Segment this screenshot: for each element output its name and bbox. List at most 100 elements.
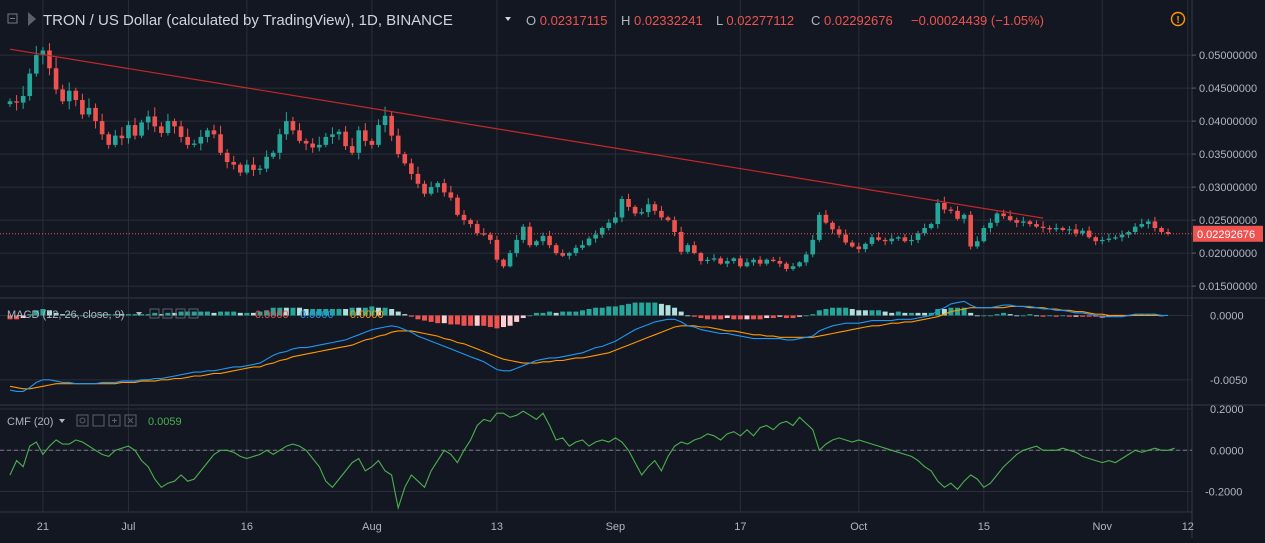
macd-histogram-bar	[106, 314, 112, 316]
macd-histogram-bar	[1060, 315, 1066, 317]
candle-body	[803, 254, 809, 263]
macd-histogram-bar	[922, 312, 928, 316]
macd-histogram-bar	[428, 315, 434, 322]
macd-histogram-bar	[652, 302, 658, 316]
candle-body	[1165, 231, 1171, 234]
macd-histogram-bar	[961, 307, 967, 316]
candle-body	[751, 259, 756, 263]
candle-body	[461, 214, 467, 221]
time-axis-label: 17	[734, 521, 746, 533]
macd-histogram-bar	[73, 315, 79, 317]
candle-body	[66, 90, 72, 102]
candle-body	[47, 50, 52, 69]
candle-body	[402, 154, 408, 164]
chevron-down-icon[interactable]	[505, 17, 511, 21]
candle-body	[863, 243, 868, 250]
macd-pane	[7, 300, 1169, 392]
macd-histogram-bar	[612, 306, 618, 316]
candle-body	[159, 126, 164, 133]
candle-body	[659, 210, 664, 218]
cmf-eye-icon[interactable]	[76, 414, 89, 427]
price-axis-label: 0.04000000	[1199, 116, 1257, 128]
macd-histogram-bar	[1139, 314, 1145, 316]
candle-body	[198, 136, 204, 144]
macd-axis-label: 0.0000	[1210, 310, 1244, 322]
macd-histogram-bar	[632, 302, 638, 316]
macd-histogram-bar	[718, 315, 724, 320]
collapse-icon[interactable]	[7, 13, 18, 24]
cmf-chevron-down-icon[interactable]	[59, 419, 65, 423]
cmf-eye-pupil	[79, 417, 86, 424]
time-axis-label: Sep	[606, 521, 626, 533]
candle-body	[474, 224, 480, 234]
symbol-title[interactable]: TRON / US Dollar (calculated by TradingV…	[43, 12, 453, 29]
macd-legend: MACD (12, 26, close, 9) 0.0000 0.0000 0.…	[7, 308, 384, 321]
candle-body	[994, 213, 1000, 223]
candle-body	[922, 228, 927, 234]
macd-histogram-bar	[454, 315, 460, 325]
macd-histogram-bar	[764, 315, 770, 319]
candle-body	[93, 107, 98, 122]
candle-body	[99, 121, 105, 135]
candle-body	[909, 239, 914, 242]
candle-body	[270, 152, 276, 157]
alert-icon-mark: !	[1176, 15, 1179, 26]
macd-histogram-bar	[1093, 315, 1099, 317]
macd-settings-icon[interactable]	[162, 308, 173, 319]
macd-eye-icon[interactable]	[149, 308, 160, 319]
macd-histogram-bar	[744, 315, 750, 320]
macd-histogram-bar	[830, 307, 835, 316]
macd-histogram-bar	[639, 302, 645, 316]
ohlc-values: O 0.02317115 H 0.02332241 L 0.02277112 C 0.…	[526, 13, 893, 28]
time-axis-label: Oct	[850, 521, 867, 533]
macd-line-value: 0.0000	[300, 309, 334, 321]
candle-body	[1139, 224, 1145, 227]
macd-histogram-bar	[46, 310, 52, 316]
candle-body	[53, 68, 59, 90]
macd-histogram-bar	[672, 307, 678, 316]
candle-body	[632, 206, 638, 214]
macd-histogram-bar	[178, 311, 184, 316]
macd-histogram-bar	[770, 315, 776, 319]
macd-histogram-bar	[1152, 314, 1158, 316]
macd-close-icon[interactable]	[188, 308, 199, 319]
candle-body	[303, 140, 309, 144]
macd-histogram-bar	[994, 314, 1000, 316]
cmf-add-icon[interactable]	[108, 414, 121, 427]
macd-histogram-bar	[1020, 315, 1026, 317]
alert-icon[interactable]	[1170, 11, 1186, 27]
macd-histogram-bar	[586, 309, 592, 316]
candle-body	[1113, 237, 1118, 239]
candle-body	[724, 261, 730, 264]
macd-chevron-down-icon[interactable]	[136, 312, 142, 316]
macd-histogram-bar	[316, 309, 322, 316]
price-axis-label: 0.03000000	[1199, 182, 1257, 194]
macd-label[interactable]: MACD (12, 26, close, 9)	[7, 309, 124, 321]
candle-body	[1119, 234, 1125, 238]
macd-histogram-bar	[395, 311, 401, 316]
candle-body	[488, 234, 493, 240]
candle-body	[830, 222, 835, 230]
cmf-settings-icon[interactable]	[92, 414, 105, 427]
macd-histogram-bar	[310, 309, 316, 316]
macd-add-icon[interactable]	[175, 308, 186, 319]
candle-body	[889, 238, 895, 242]
cmf-close-icon[interactable]	[124, 414, 137, 427]
macd-signal-line	[9, 305, 1162, 390]
candle-body	[817, 214, 822, 240]
cmf-label[interactable]: CMF (20)	[7, 416, 53, 428]
macd-histogram-bar	[33, 310, 39, 316]
macd-histogram-bar	[1033, 315, 1039, 317]
time-axis-label: 21	[37, 521, 49, 533]
time-axis-label: 12	[1182, 521, 1194, 533]
candle-body	[501, 259, 506, 267]
macd-histogram-bar	[908, 312, 914, 316]
macd-histogram-bar	[250, 312, 256, 316]
candle-body	[257, 168, 263, 170]
macd-histogram-bar	[415, 315, 421, 320]
macd-histogram-bar	[876, 310, 882, 316]
candle-body	[613, 217, 618, 223]
candle-body	[770, 259, 776, 262]
macd-histogram-bar	[487, 315, 493, 328]
macd-histogram-bar	[619, 305, 625, 316]
